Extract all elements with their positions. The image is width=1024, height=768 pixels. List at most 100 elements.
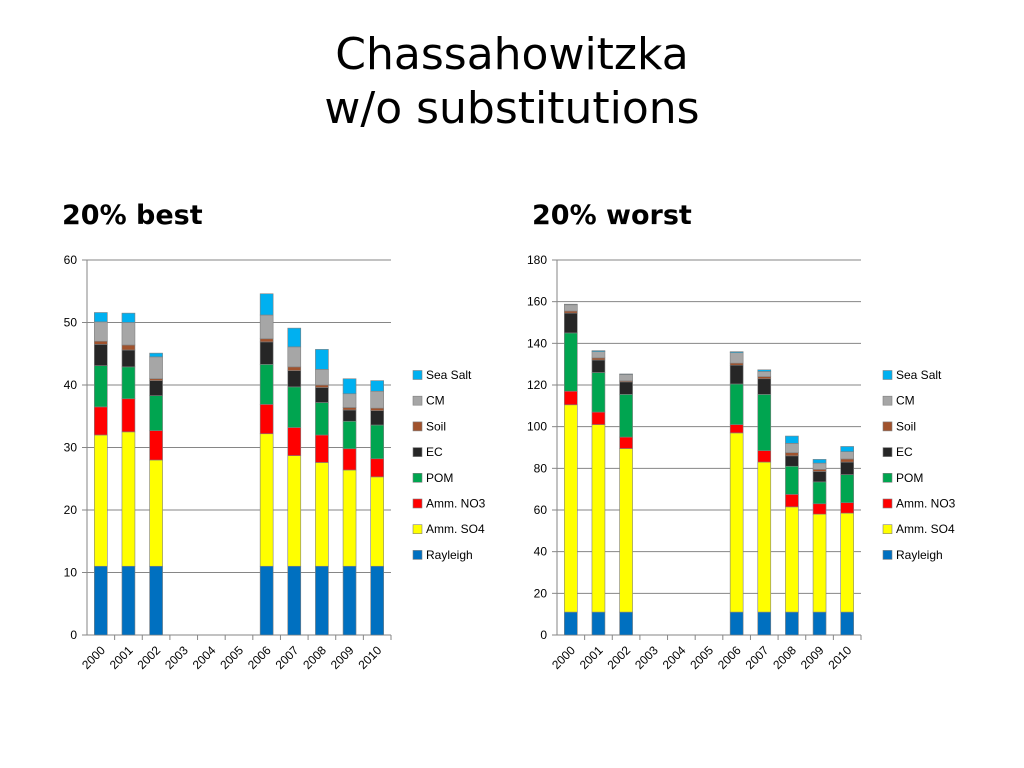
bar-segment-rayleigh-2009	[812, 611, 827, 636]
legend-swatch-sea-salt	[882, 370, 893, 380]
bar-segment-amm-no3-2001	[121, 398, 136, 433]
bar-segment-cm-2008	[315, 369, 329, 386]
bar-segment-pom-2009	[342, 420, 357, 450]
bar-segment-ec-2000	[94, 344, 108, 366]
legend-label-amm-so4: Amm. SO4	[426, 522, 485, 536]
bar-segment-sea-salt-2009	[342, 378, 357, 395]
bar-segment-soil-2008	[785, 452, 799, 457]
x-tick-label: 2007	[743, 643, 772, 672]
bar-segment-sea-salt-2000	[564, 303, 578, 306]
bar-segment-rayleigh-2001	[591, 611, 606, 636]
bar-segment-cm-2006	[259, 314, 274, 340]
legend-swatch-ec	[882, 447, 893, 457]
legend-label-amm-no3: Amm. NO3	[426, 497, 486, 511]
bar-segment-pom-2001	[591, 372, 606, 413]
x-tick-label: 2009	[328, 643, 357, 672]
legend-swatch-rayleigh	[412, 550, 423, 560]
bar-segment-sea-salt-2007	[757, 369, 772, 372]
legend-swatch-amm-so4	[882, 524, 893, 535]
bar-segment-sea-salt-2001	[591, 350, 606, 352]
legend-swatch-cm	[882, 395, 893, 406]
bar-segment-cm-2002	[149, 356, 163, 380]
x-tick-label: 2001	[577, 643, 606, 672]
bar-segment-pom-2010	[370, 424, 384, 460]
x-tick-label: 2003	[632, 643, 661, 672]
bar-segment-cm-2000	[94, 321, 108, 342]
bar-segment-ec-2000	[564, 312, 578, 334]
bar-segment-rayleigh-2010	[840, 611, 854, 636]
bar-segment-amm-so4-2009	[812, 513, 827, 613]
bar-segment-pom-2006	[259, 364, 274, 405]
bar-segment-rayleigh-2002	[149, 565, 163, 636]
bar-segment-amm-no3-2000	[94, 406, 108, 436]
bar-segment-sea-salt-2010	[370, 380, 384, 392]
bar-segment-pom-2007	[287, 386, 302, 428]
y-tick-label: 20	[534, 586, 548, 600]
bar-segment-amm-no3-2000	[564, 390, 578, 406]
y-tick-label: 60	[64, 253, 78, 267]
chart-worst: 0 20 40 60 80 100 120 140 160 180 2000200120022003…	[527, 253, 956, 672]
legend-label-rayleigh: Rayleigh	[896, 548, 943, 562]
bar-segment-amm-so4-2007	[287, 455, 302, 567]
bar-segment-rayleigh-2009	[342, 565, 357, 636]
bar-segment-amm-no3-2008	[785, 494, 799, 508]
y-tick-label: 180	[527, 253, 547, 267]
bar-segment-ec-2009	[812, 471, 827, 483]
legend-swatch-amm-so4	[412, 524, 423, 535]
legend-label-cm: CM	[896, 394, 915, 408]
bar-segment-pom-2007	[757, 394, 772, 451]
bar-segment-rayleigh-2002	[619, 611, 633, 636]
x-tick-label: 2010	[826, 643, 855, 672]
bar-segment-amm-no3-2006	[259, 404, 274, 435]
legend-swatch-ec	[412, 447, 423, 457]
x-tick-label: 2006	[715, 643, 744, 672]
bar-segment-pom-2000	[94, 365, 108, 408]
bar-segment-pom-2008	[785, 465, 799, 495]
chart-best: 0102030405060200020012002200320042005200…	[64, 253, 486, 672]
bar-segment-ec-2009	[342, 409, 357, 422]
x-tick-label: 2000	[549, 643, 578, 672]
bar-segment-cm-2007	[757, 371, 772, 377]
bar-segment-amm-no3-2009	[812, 503, 827, 515]
x-tick-label: 2010	[356, 643, 385, 672]
bar-segment-amm-so4-2008	[785, 506, 799, 613]
bar-segment-ec-2002	[149, 380, 163, 396]
bar-segment-ec-2002	[619, 381, 633, 395]
bar-segment-soil-2000	[94, 340, 108, 345]
x-tick-label: 2009	[798, 643, 827, 672]
bar-segment-sea-salt-2006	[729, 351, 744, 354]
legend-label-ec: EC	[426, 445, 443, 459]
bar-segment-ec-2007	[757, 378, 772, 395]
bar-segment-sea-salt-2007	[287, 327, 302, 348]
y-tick-label: 160	[527, 295, 547, 309]
bar-segment-amm-no3-2007	[757, 450, 772, 463]
bar-segment-ec-2008	[315, 387, 329, 403]
title-line-2: w/o substitutions	[324, 83, 700, 134]
legend-swatch-pom	[882, 473, 893, 483]
bar-segment-sea-salt-2008	[785, 435, 799, 444]
bar-segment-sea-salt-2001	[121, 312, 136, 323]
x-tick-label: 2007	[273, 643, 302, 672]
legend-swatch-pom	[412, 473, 423, 483]
legend-label-amm-so4: Amm. SO4	[896, 522, 955, 536]
bar-segment-pom-2001	[121, 366, 136, 400]
bar-segment-cm-2010	[370, 390, 384, 409]
bar-segment-rayleigh-2001	[121, 565, 136, 636]
bar-segment-cm-2008	[785, 443, 799, 454]
legend-label-pom: POM	[896, 471, 923, 485]
legend-label-soil: Soil	[426, 419, 446, 433]
bar-segment-amm-so4-2009	[342, 469, 357, 567]
bar-segment-soil-2001	[121, 344, 136, 351]
bar-segment-ec-2008	[785, 455, 799, 467]
x-tick-label: 2008	[300, 643, 329, 672]
bar-segment-amm-so4-2000	[94, 434, 108, 567]
bar-segment-ec-2006	[729, 364, 744, 385]
bar-segment-sea-salt-2000	[94, 312, 108, 323]
bar-segment-cm-2006	[729, 352, 744, 364]
bar-segment-rayleigh-2006	[729, 611, 744, 636]
legend-swatch-sea-salt	[412, 370, 423, 380]
bar-segment-pom-2010	[840, 474, 854, 504]
bar-segment-soil-2010	[370, 407, 384, 411]
bar-segment-rayleigh-2008	[315, 565, 329, 636]
legend-label-soil: Soil	[896, 419, 916, 433]
